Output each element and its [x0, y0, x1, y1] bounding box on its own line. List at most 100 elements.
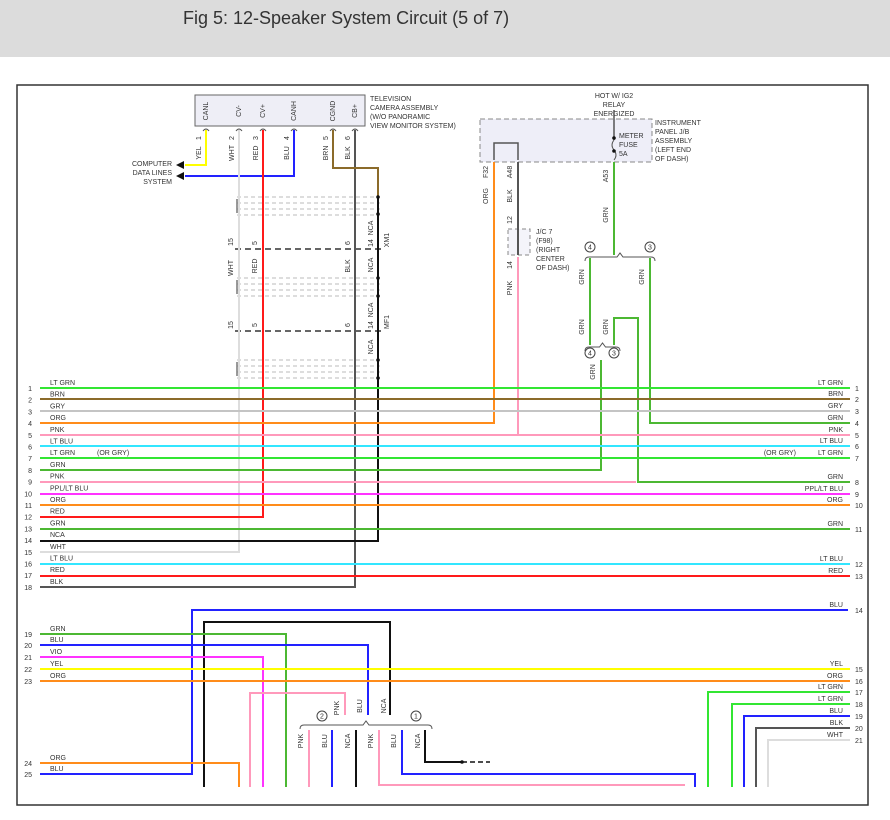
instrument-panel-label: PANEL J/B — [655, 129, 690, 136]
tv-pin-name: CB+ — [352, 104, 359, 118]
wire-lt-grn — [731, 703, 850, 787]
right-row-label: GRY — [828, 403, 843, 410]
tv-pin-number: 6 — [345, 136, 352, 140]
meter-fuse-label: 5A — [619, 151, 628, 158]
right-row-label: LT GRN — [818, 696, 843, 703]
pin-terminal — [290, 128, 298, 132]
pin-terminal — [259, 128, 267, 132]
wire-grn — [613, 317, 850, 483]
connector-circle-number: 4 — [588, 351, 592, 358]
right-row-label: PNK — [829, 427, 844, 434]
wire-blu — [40, 644, 369, 715]
left-row-label: LT BLU — [50, 556, 73, 563]
right-row-label: ORG — [827, 497, 843, 504]
left-row-label: PNK — [50, 474, 65, 481]
tv-pin-wire-label: YEL — [196, 146, 203, 159]
right-row-label: BLU — [829, 602, 843, 609]
meter-fuse-label: METER — [619, 133, 644, 140]
right-row-number: 20 — [855, 726, 863, 733]
vertical-wire-label: RED — [252, 259, 259, 274]
vertical-wire-label: 14 — [507, 261, 514, 269]
left-row-label: BLU — [50, 766, 64, 773]
left-row-label: ORG — [50, 673, 66, 680]
tv-camera-connector — [194, 94, 366, 127]
tv-pin-name: CGND — [330, 101, 337, 122]
instrument-panel-jb — [479, 118, 653, 163]
left-row-label: NCA — [50, 532, 65, 539]
tv-pin-number: 2 — [229, 136, 236, 140]
left-row-number: 1 — [28, 386, 32, 393]
jc7-label: OF DASH) — [536, 265, 569, 272]
tv-pin-wire-label: BLK — [345, 146, 352, 160]
jb-internal-wire — [493, 142, 519, 160]
connector-circle-number: 4 — [588, 245, 592, 252]
splice-node — [376, 294, 380, 298]
instrument-panel-label: INSTRUMENT — [655, 120, 702, 127]
vertical-wire-label: 15 — [228, 321, 235, 329]
right-row-label: GRN — [827, 474, 843, 481]
tv-camera-label: TELEVISION — [370, 96, 411, 103]
wire-nca — [40, 197, 379, 542]
vertical-wire-label: 6 — [345, 241, 352, 245]
figure-title: Fig 5: 12-Speaker System Circuit (5 of 7… — [183, 8, 510, 28]
tv-pin-name: CANH — [291, 101, 298, 121]
tv-pin-name: CV- — [236, 104, 243, 116]
left-row-label: ORG — [50, 415, 66, 422]
wire-red — [40, 130, 264, 518]
fuse-node — [612, 149, 616, 153]
vertical-wire-label: PNK — [334, 700, 341, 715]
right-row-number: 8 — [855, 480, 859, 487]
left-row-label: GRN — [50, 462, 66, 469]
left-row-label: YEL — [50, 661, 63, 668]
pin-terminal — [235, 128, 243, 132]
vertical-wire-label: A53 — [603, 170, 610, 183]
right-row-label: LT GRN — [818, 380, 843, 387]
vertical-wire-label: 15 — [228, 238, 235, 246]
left-row-number: 9 — [28, 480, 32, 487]
right-row-number: 7 — [855, 456, 859, 463]
vertical-wire-label: NCA — [368, 302, 375, 317]
connector-circle — [644, 241, 656, 253]
instrument-panel-label: (LEFT END — [655, 147, 691, 154]
right-row-number: 13 — [855, 574, 863, 581]
left-row-label: RED — [50, 509, 65, 516]
vertical-wire-label: NCA — [368, 339, 375, 354]
left-row-number: 15 — [24, 550, 32, 557]
left-row-number: 23 — [24, 679, 32, 686]
left-row-label: PPL/LT BLU — [50, 485, 88, 492]
left-row-number: 2 — [28, 398, 32, 405]
right-row-number: 17 — [855, 690, 863, 697]
hot-label: RELAY — [603, 102, 626, 109]
wire-org — [40, 162, 495, 424]
right-row-number: 21 — [855, 738, 863, 745]
vertical-wire-label: NCA — [381, 698, 388, 713]
pin-terminal — [329, 128, 337, 132]
left-row-number: 6 — [28, 445, 32, 452]
connector-mf1-label: MF1 — [384, 315, 391, 329]
vertical-wire-label: ORG — [483, 188, 490, 204]
wire-grn — [40, 360, 602, 471]
right-row-number: 1 — [855, 386, 859, 393]
computer-data-lines-label: DATA LINES — [133, 170, 173, 177]
right-row-number: 16 — [855, 679, 863, 686]
wire-blu — [401, 730, 696, 787]
right-row-number: 14 — [855, 608, 863, 615]
left-row-label: RED — [50, 567, 65, 574]
meter-fuse-label: FUSE — [619, 142, 638, 149]
tv-pin-number: 1 — [196, 136, 203, 140]
vertical-wire-label: NCA — [415, 733, 422, 748]
left-row-number: 10 — [24, 491, 32, 498]
vertical-wire-label: GRN — [579, 269, 586, 285]
left-row-number: 21 — [24, 655, 32, 662]
vertical-wire-label: A48 — [507, 166, 514, 179]
vertical-wire-label: 14 — [368, 239, 375, 247]
vertical-wire-label: NCA — [368, 257, 375, 272]
right-row-number: 2 — [855, 397, 859, 404]
right-row-label: BRN — [828, 391, 843, 398]
computer-data-lines-label: SYSTEM — [143, 179, 172, 186]
wire-grn — [40, 633, 287, 787]
splice-node — [376, 376, 380, 380]
left-row-number: 19 — [24, 632, 32, 639]
left-row-number: 22 — [24, 667, 32, 674]
right-row-number: 5 — [855, 433, 859, 440]
